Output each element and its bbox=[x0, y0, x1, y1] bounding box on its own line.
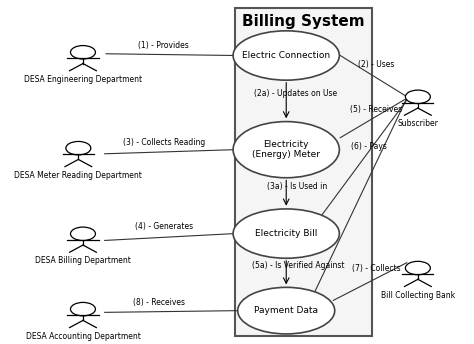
Text: (3) - Collects Reading: (3) - Collects Reading bbox=[123, 138, 205, 147]
Text: Subscriber: Subscriber bbox=[397, 119, 438, 128]
Text: Electricity
(Energy) Meter: Electricity (Energy) Meter bbox=[252, 140, 320, 159]
Text: Electric Connection: Electric Connection bbox=[242, 51, 330, 60]
Text: (1) - Provides: (1) - Provides bbox=[138, 41, 189, 50]
Text: Bill Collecting Bank: Bill Collecting Bank bbox=[381, 291, 455, 300]
Text: (4) - Generates: (4) - Generates bbox=[135, 222, 193, 231]
Ellipse shape bbox=[71, 227, 95, 240]
Text: DESA Meter Reading Department: DESA Meter Reading Department bbox=[14, 171, 142, 180]
Text: Electricity Bill: Electricity Bill bbox=[255, 229, 318, 238]
Ellipse shape bbox=[71, 302, 95, 316]
Text: (2a) - Updates on Use: (2a) - Updates on Use bbox=[254, 89, 337, 98]
Ellipse shape bbox=[66, 141, 91, 155]
Bar bbox=[236, 8, 372, 336]
Ellipse shape bbox=[238, 287, 335, 334]
Text: (5a) - Is Verified Against: (5a) - Is Verified Against bbox=[252, 261, 344, 270]
Ellipse shape bbox=[405, 261, 430, 275]
Text: (5) - Receives: (5) - Receives bbox=[350, 105, 402, 114]
Text: Billing System: Billing System bbox=[242, 14, 365, 29]
Text: (7) - Collects: (7) - Collects bbox=[352, 264, 401, 273]
Ellipse shape bbox=[233, 209, 339, 258]
Text: DESA Accounting Department: DESA Accounting Department bbox=[26, 332, 140, 341]
Text: DESA Billing Department: DESA Billing Department bbox=[35, 256, 131, 265]
Ellipse shape bbox=[233, 31, 339, 80]
Text: DESA Engineering Department: DESA Engineering Department bbox=[24, 75, 142, 84]
Text: (2) - Uses: (2) - Uses bbox=[358, 60, 394, 69]
Ellipse shape bbox=[405, 90, 430, 104]
Ellipse shape bbox=[233, 121, 339, 178]
Text: (3a) - Is Used in: (3a) - Is Used in bbox=[267, 182, 327, 191]
Text: (6) - Pays: (6) - Pays bbox=[351, 142, 387, 151]
Text: (8) - Receives: (8) - Receives bbox=[133, 298, 185, 307]
Ellipse shape bbox=[71, 45, 95, 59]
Text: Payment Data: Payment Data bbox=[254, 306, 318, 315]
